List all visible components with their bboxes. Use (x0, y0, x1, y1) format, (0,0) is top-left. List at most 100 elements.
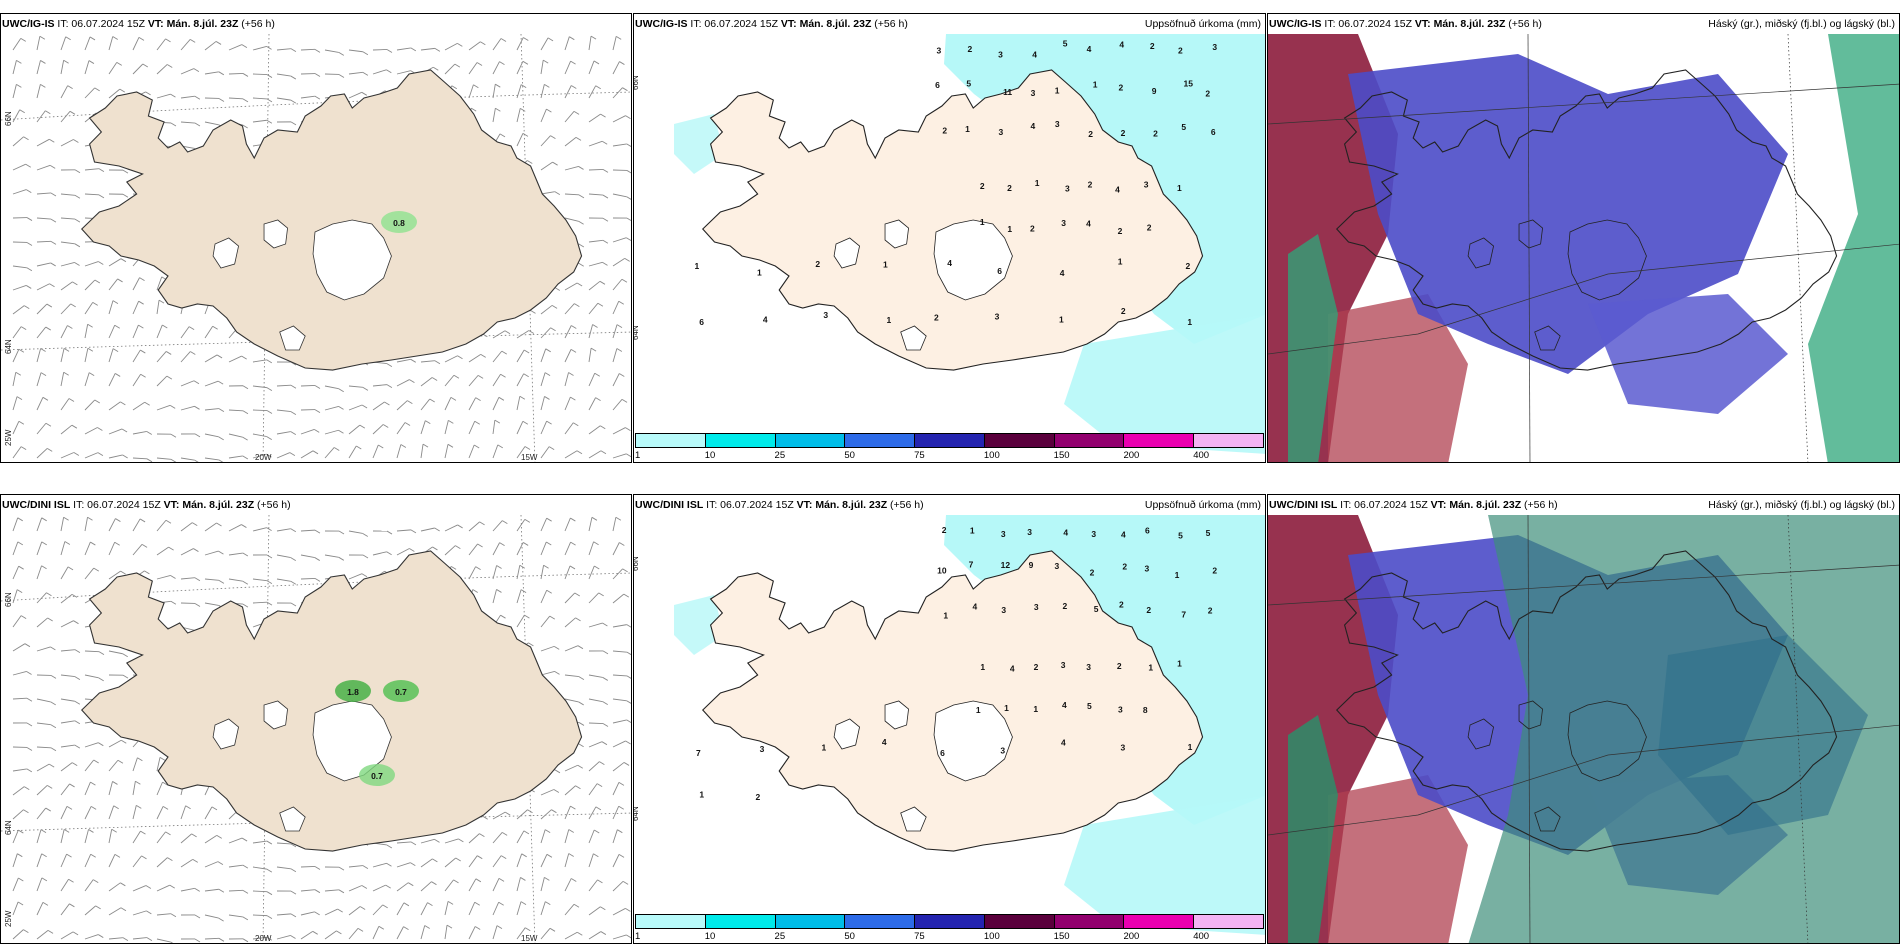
colorbar-swatch (1123, 914, 1195, 929)
precip-value: 2 (1034, 662, 1039, 672)
precip-value: 1 (1175, 570, 1180, 580)
precip-value: 3 (1001, 605, 1006, 615)
lat-label: 66N (4, 592, 13, 607)
precip-value: 3 (1031, 88, 1036, 98)
panel-title: Uppsöfnuð úrkoma (mm) (1144, 499, 1261, 511)
precip-value: 3 (1212, 42, 1217, 52)
lat-label: 64N (634, 325, 640, 340)
precip-value: 2 (942, 125, 947, 135)
precip-value: 5 (1178, 530, 1183, 540)
colorbar-label: 200 (1123, 450, 1140, 461)
colorbar-label: 150 (1053, 931, 1070, 942)
precip-value: 2 (755, 792, 760, 802)
iceland-land (701, 69, 1204, 371)
colorbar-swatch (774, 433, 846, 448)
panel-wind-igis: UWC/IG-IS IT: 06.07.2024 15Z VT: Mán. 8.… (0, 13, 632, 463)
precip-value: 3 (1061, 660, 1066, 670)
panel-cloud-dini: UWC/DINI ISL IT: 06.07.2024 15Z VT: Mán.… (1267, 494, 1900, 944)
precip-value: 5 (1181, 122, 1186, 132)
precip-value: 2 (1178, 45, 1183, 55)
precip-value: 1 (976, 705, 981, 715)
precip-value: 1 (1118, 256, 1123, 266)
precip-value: 3 (1086, 662, 1091, 672)
model-name: UWC/IG-IS (2, 18, 55, 30)
colorbar-label: 10 (704, 450, 716, 461)
precip-value: 4 (1032, 49, 1037, 59)
lon-label: 15W (521, 934, 538, 943)
precip-value: 2 (1063, 601, 1068, 611)
colorbar-swatch (844, 914, 916, 929)
wind-map: 1.8 0.7 0.7 66N 64N 25W 20W 15W (1, 514, 631, 943)
precip-value: 2 (1212, 566, 1217, 576)
lat-label: 64N (634, 806, 640, 821)
precip-value: 12 (1001, 560, 1011, 570)
precip-value: 2 (968, 44, 973, 54)
precip-value: 4 (947, 258, 952, 268)
precip-value: 4 (1030, 121, 1035, 131)
precip-value: 2 (1185, 261, 1190, 271)
precip-value: 4 (1121, 529, 1126, 539)
precip-value: 1 (980, 662, 985, 672)
panel-precip-dini: UWC/DINI ISL IT: 06.07.2024 15Z VT: Mán.… (633, 494, 1266, 944)
precip-value: 3 (823, 310, 828, 320)
lon-label: 15W (521, 453, 538, 462)
precip-value: 4 (1060, 268, 1065, 278)
precip-value: 1 (1055, 85, 1060, 95)
lon-label: 20W (255, 453, 272, 462)
precip-value: 3 (1001, 529, 1006, 539)
precip-value: 5 (1094, 604, 1099, 614)
colorbar-swatch (1053, 433, 1125, 448)
precip-value: 3 (1034, 602, 1039, 612)
colorbar-label: 1 (635, 450, 641, 461)
precip-value: 2 (1146, 605, 1151, 615)
lat-label: 66N (4, 111, 13, 126)
colorbar-label: 200 (1123, 931, 1140, 942)
iceland-land (701, 550, 1204, 852)
init-time: IT: 06.07.2024 15Z (1340, 499, 1428, 511)
precip-value: 4 (1062, 700, 1067, 710)
colorbar-swatch (635, 914, 706, 929)
precip-value: 3 (1144, 180, 1149, 190)
colorbar-label: 75 (914, 931, 925, 942)
precip-value: 4 (763, 315, 768, 325)
precip-value: 3 (1055, 119, 1060, 129)
panel-wind-dini: UWC/DINI ISL IT: 06.07.2024 15Z VT: Mán.… (0, 494, 632, 944)
iceland-coastline (1335, 550, 1838, 852)
cloud-layers (1268, 495, 1899, 943)
colorbar-label: 50 (844, 450, 855, 461)
init-time: IT: 06.07.2024 15Z (57, 18, 145, 30)
precip-highlight (381, 211, 417, 233)
lat-label: 25W (4, 429, 13, 446)
precip-value: 1 (965, 124, 970, 134)
precip-value: 2 (1147, 222, 1152, 232)
precip-value: 3 (998, 127, 1003, 137)
init-time: IT: 06.07.2024 15Z (1324, 18, 1412, 30)
precip-value: 1 (1007, 224, 1012, 234)
precip-highlight (383, 680, 419, 702)
precip-value: 2 (1007, 183, 1012, 193)
valid-time: VT: Mán. 8.júl. 23Z (796, 499, 888, 511)
precip-value: 1 (1177, 658, 1182, 668)
model-name: UWC/DINI ISL (2, 499, 71, 511)
colorbar-swatch (983, 433, 1055, 448)
precip-value: 4 (973, 601, 978, 611)
precip-value: 1 (980, 217, 985, 227)
init-time: IT: 06.07.2024 15Z (73, 499, 161, 511)
precip-value: 7 (1181, 609, 1186, 619)
lead-time: (+56 h) (890, 499, 924, 511)
precip-value: 1 (1187, 317, 1192, 327)
panel-title: Háský (gr.), miðský (fj.bl.) og lágský (… (1708, 18, 1895, 30)
precip-value: 1 (1059, 315, 1064, 325)
highlight-value: 0.7 (395, 687, 407, 697)
panel-title: Háský (gr.), miðský (fj.bl.) og lágský (… (1708, 499, 1895, 511)
colorbar-swatch (704, 914, 776, 929)
precip-value: 2 (1153, 128, 1158, 138)
model-name: UWC/DINI ISL (1269, 499, 1338, 511)
init-time: IT: 06.07.2024 15Z (690, 18, 778, 30)
projection-grid (1268, 514, 1899, 943)
colorbar-swatch (1193, 914, 1264, 929)
init-time: IT: 06.07.2024 15Z (706, 499, 794, 511)
precip-value: 4 (1086, 218, 1091, 228)
